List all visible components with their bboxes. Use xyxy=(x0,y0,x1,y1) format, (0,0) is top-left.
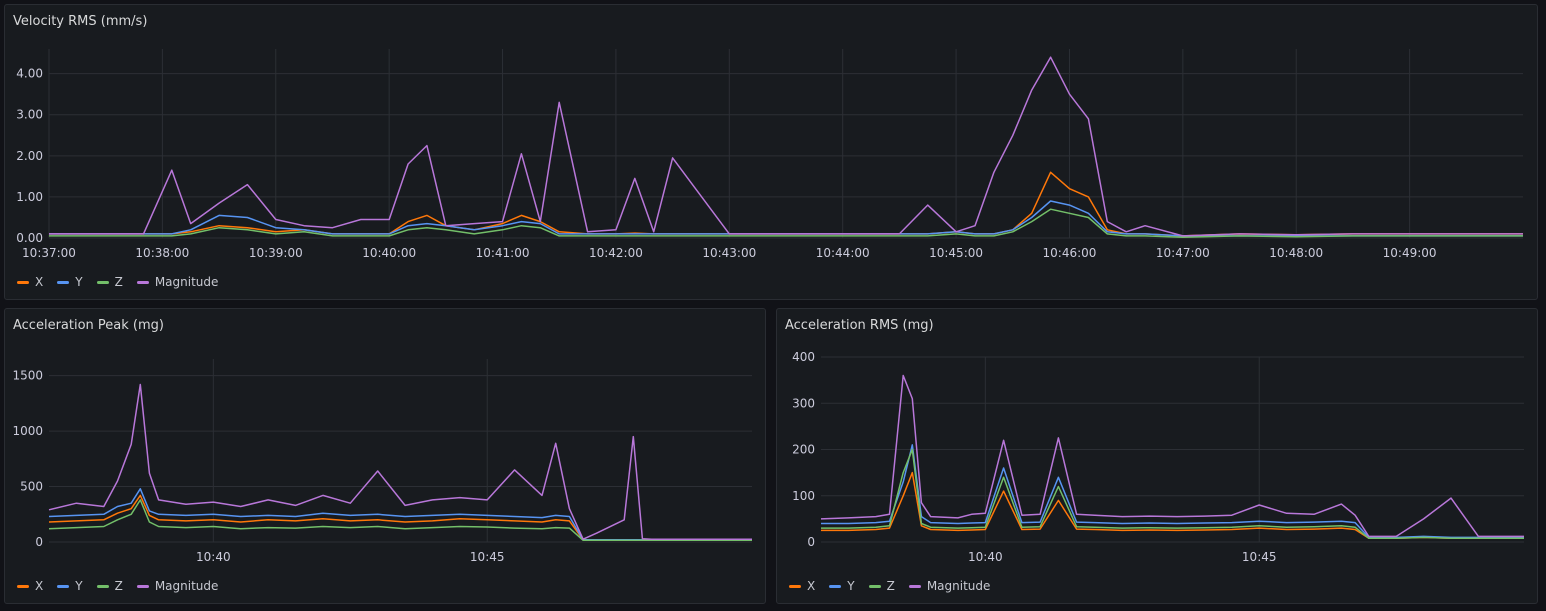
x-tick-label: 10:46:00 xyxy=(1043,246,1097,260)
series-line-y[interactable] xyxy=(49,200,1523,237)
legend-label: X xyxy=(35,275,44,289)
legend-item-z[interactable]: Z xyxy=(96,275,123,289)
legend: X Y Z Magnitude xyxy=(17,579,218,593)
y-tick-label: 500 xyxy=(20,480,43,494)
panel-title[interactable]: Velocity RMS (mm/s) xyxy=(13,14,148,29)
x-tick-label: 10:40 xyxy=(196,550,231,564)
y-tick-label: 0 xyxy=(35,535,43,549)
swatch-x xyxy=(17,584,29,588)
swatch-magnitude xyxy=(136,280,149,284)
x-tick-label: 10:45 xyxy=(470,550,505,564)
legend-label: Y xyxy=(75,579,83,593)
y-tick-label: 2.00 xyxy=(16,149,43,163)
legend-label: Magnitude xyxy=(154,579,219,593)
y-tick-label: 400 xyxy=(792,350,815,364)
legend-item-x[interactable]: X xyxy=(789,579,815,593)
x-tick-label: 10:49:00 xyxy=(1383,246,1437,260)
legend-item-y[interactable]: Y xyxy=(57,579,83,593)
panel-title[interactable]: Acceleration Peak (mg) xyxy=(13,318,164,333)
swatch-magnitude xyxy=(136,584,149,588)
legend-item-y[interactable]: Y xyxy=(829,579,855,593)
swatch-y xyxy=(829,584,842,588)
y-tick-label: 3.00 xyxy=(16,108,43,122)
legend-item-magnitude[interactable]: Magnitude xyxy=(136,275,219,289)
legend-label: Y xyxy=(847,579,855,593)
acceleration-rms-panel: Acceleration RMS (mg) 0 100 200 300 400 10:40… xyxy=(776,308,1538,604)
legend-label: X xyxy=(807,579,816,593)
legend-item-y[interactable]: Y xyxy=(57,275,83,289)
series-line-z[interactable] xyxy=(49,208,1523,238)
legend-item-z[interactable]: Z xyxy=(868,579,895,593)
x-tick-label: 10:40 xyxy=(968,550,1003,564)
y-tick-label: 0 xyxy=(807,535,815,549)
y-tick-label: 200 xyxy=(792,443,815,457)
legend: X Y Z Magnitude xyxy=(789,579,990,593)
legend-label: Magnitude xyxy=(154,275,219,289)
legend-label: Z xyxy=(886,579,895,593)
series-line-magnitude[interactable] xyxy=(49,56,1523,237)
swatch-z xyxy=(96,584,109,588)
y-tick-label: 0.00 xyxy=(16,231,43,245)
series-line-x[interactable] xyxy=(48,494,752,541)
acceleration-rms-chart: 0 100 200 300 400 10:40 10:45 xyxy=(792,350,1524,564)
x-tick-label: 10:43:00 xyxy=(702,246,756,260)
legend-item-x[interactable]: X xyxy=(17,275,43,289)
y-tick-label: 1000 xyxy=(12,424,43,438)
x-tick-label: 10:38:00 xyxy=(135,246,189,260)
legend-item-magnitude[interactable]: Magnitude xyxy=(136,579,219,593)
legend-label: X xyxy=(35,579,44,593)
swatch-y xyxy=(57,584,70,588)
x-tick-label: 10:41:00 xyxy=(476,246,530,260)
legend-item-z[interactable]: Z xyxy=(96,579,123,593)
legend-label: Y xyxy=(75,275,83,289)
x-tick-label: 10:37:00 xyxy=(22,246,76,260)
x-tick-label: 10:39:00 xyxy=(249,246,303,260)
y-tick-label: 4.00 xyxy=(16,67,43,81)
swatch-z xyxy=(868,584,881,588)
x-tick-label: 10:45 xyxy=(1242,550,1277,564)
series-line-z[interactable] xyxy=(821,448,1524,540)
swatch-x xyxy=(17,280,29,284)
y-tick-label: 1.00 xyxy=(16,190,43,204)
legend-item-x[interactable]: X xyxy=(17,579,43,593)
legend-label: Magnitude xyxy=(926,579,991,593)
series-line-y[interactable] xyxy=(821,444,1524,539)
y-tick-label: 100 xyxy=(792,489,815,503)
series-line-magnitude[interactable] xyxy=(820,374,1524,538)
y-tick-label: 1500 xyxy=(12,369,43,383)
legend-label: Z xyxy=(114,579,123,593)
series-line-z[interactable] xyxy=(48,499,752,542)
x-tick-label: 10:45:00 xyxy=(929,246,983,260)
acceleration-peak-chart: 0 500 1000 1500 10:40 10:45 xyxy=(12,359,752,564)
swatch-x xyxy=(789,584,801,588)
x-tick-label: 10:42:00 xyxy=(589,246,643,260)
swatch-y xyxy=(57,280,70,284)
series-line-magnitude[interactable] xyxy=(48,383,752,540)
swatch-magnitude xyxy=(908,584,921,588)
legend-label: Z xyxy=(114,275,123,289)
acceleration-peak-panel: Acceleration Peak (mg) 0 500 1000 1500 10:40… xyxy=(4,308,766,604)
legend-item-magnitude[interactable]: Magnitude xyxy=(908,579,991,593)
swatch-z xyxy=(96,280,109,284)
legend: X Y Z Magnitude xyxy=(17,275,218,289)
series-line-y[interactable] xyxy=(48,488,752,541)
x-tick-label: 10:48:00 xyxy=(1269,246,1323,260)
y-tick-label: 300 xyxy=(792,396,815,410)
velocity-rms-chart: 0.00 1.00 2.00 3.00 4.00 10:37:00 10:38:00 10:3… xyxy=(16,49,1523,260)
x-tick-label: 10:44:00 xyxy=(816,246,870,260)
panel-title[interactable]: Acceleration RMS (mg) xyxy=(785,318,934,333)
velocity-rms-panel: Velocity RMS (mm/s) 0.00 1.00 2.00 3.00 4.00… xyxy=(4,4,1538,300)
x-tick-label: 10:40:00 xyxy=(362,246,416,260)
x-tick-label: 10:47:00 xyxy=(1156,246,1210,260)
